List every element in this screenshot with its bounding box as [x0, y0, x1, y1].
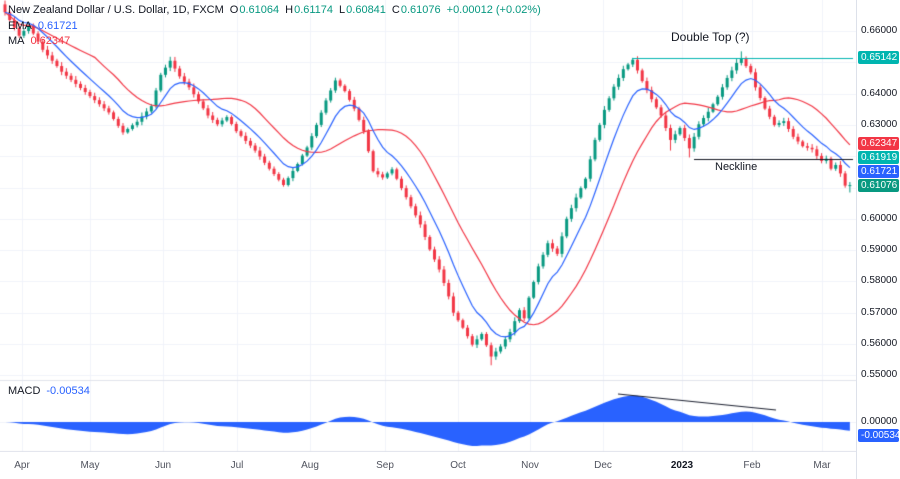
ma-legend[interactable]: MA 0.62347: [8, 35, 70, 47]
ohlc-low: L 0.60841: [339, 4, 386, 16]
close-letter: C: [391, 4, 400, 16]
double-top-annotation[interactable]: Double Top (?): [671, 30, 750, 44]
price-axis-badge: 0.62347: [858, 136, 899, 150]
close-value: 0.61076: [400, 4, 441, 16]
price-axis-label: 0.00000: [861, 416, 898, 427]
price-axis-badge: 0.61919: [858, 150, 899, 164]
high-letter: H: [285, 4, 294, 16]
time-axis-label: May: [80, 460, 100, 471]
neckline-annotation[interactable]: Neckline: [715, 161, 758, 173]
ma-value: 0.62347: [30, 35, 71, 47]
low-letter: L: [339, 4, 346, 16]
time-axis-label: 2023: [670, 460, 694, 471]
time-axis-label: Sep: [376, 460, 394, 471]
price-axis-badge: 0.61076: [858, 178, 899, 192]
price-axis-label: 0.64000: [861, 88, 898, 99]
open-value: 0.61064: [239, 4, 280, 16]
time-axis-label: Mar: [813, 460, 831, 471]
time-axis-label: Oct: [450, 460, 466, 471]
price-axis-label: 0.55000: [861, 369, 898, 380]
symbol-header[interactable]: New Zealand Dollar / U.S. Dollar, 1D, FX…: [8, 4, 541, 16]
ma-label: MA: [8, 35, 25, 47]
time-axis-label: Dec: [594, 460, 612, 471]
time-axis-label: Jun: [154, 460, 172, 471]
price-axis-badge: -0.00534: [858, 428, 900, 442]
ema-value: 0.61721: [37, 20, 78, 32]
ema-legend[interactable]: EMA 0.61721: [8, 20, 78, 32]
price-axis-label: 0.63000: [861, 119, 898, 130]
price-axis-label: 0.66000: [861, 25, 898, 36]
ohlc-high: H 0.61174: [285, 4, 333, 16]
ohlc-close: C 0.61076: [392, 4, 441, 16]
ohlc-open: O 0.61064: [230, 4, 279, 16]
price-axis[interactable]: 0.66000 0.64000 0.63000 0.60000 0.59000 0.580…: [856, 0, 900, 479]
time-axis-label: Feb: [743, 460, 761, 471]
price-axis-badge: 0.65142: [858, 50, 899, 64]
time-axis-label: Apr: [14, 460, 30, 471]
change-value: +0.00012 (+0.02%): [446, 4, 541, 16]
price-axis-badge: 0.61721: [858, 164, 899, 178]
time-axis[interactable]: Apr May Jun Jul Aug Sep Oct Nov Dec 2023 Feb Mar: [0, 452, 856, 479]
ema-label: EMA: [8, 20, 32, 32]
high-value: 0.61174: [294, 4, 334, 16]
price-axis-label: 0.57000: [861, 307, 898, 318]
time-axis-label: Nov: [521, 460, 539, 471]
price-axis-label: 0.59000: [861, 244, 898, 255]
time-axis-label: Aug: [301, 460, 319, 471]
open-letter: O: [229, 4, 239, 16]
macd-label: MACD: [8, 385, 41, 397]
macd-value: -0.00534: [46, 385, 90, 397]
macd-legend[interactable]: MACD -0.00534: [8, 385, 90, 397]
price-axis-label: 0.58000: [861, 275, 898, 286]
symbol-title: New Zealand Dollar / U.S. Dollar, 1D, FX…: [8, 4, 224, 16]
price-axis-label: 0.56000: [861, 338, 898, 349]
low-value: 0.60841: [346, 4, 386, 16]
price-axis-label: 0.60000: [861, 213, 898, 224]
time-axis-label: Jul: [230, 460, 244, 471]
